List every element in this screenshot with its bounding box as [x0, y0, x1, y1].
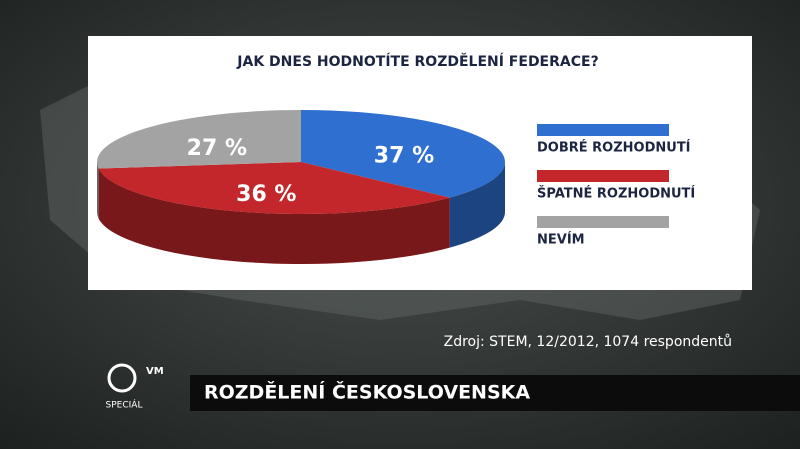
- slice-side: [449, 162, 505, 248]
- legend: DOBRÉ ROZHODNUTÍ ŠPATNÉ ROZHODNUTÍ NEVÍM: [537, 124, 695, 248]
- slice: [97, 110, 301, 169]
- banner-title: ROZDĚLENÍ ČESKOSLOVENSKA: [204, 380, 530, 404]
- slice-label: 36 %: [236, 182, 296, 207]
- logo-top: VM: [146, 366, 164, 377]
- legend-label: NEVÍM: [537, 232, 585, 248]
- pie: 37 % 36 % 27 %: [97, 109, 506, 264]
- slice-label: 37 %: [374, 144, 434, 169]
- legend-label: DOBRÉ ROZHODNUTÍ: [537, 140, 691, 156]
- source: Zdroj: STEM, 12/2012, 1074 respondentů: [444, 334, 732, 350]
- legend-swatch: [537, 124, 669, 136]
- slice-side: [98, 168, 450, 264]
- legend-swatch: [537, 216, 669, 228]
- chart-title: JAK DNES HODNOTÍTE ROZDĚLENÍ FEDERACE?: [236, 53, 598, 70]
- legend-swatch: [537, 170, 669, 182]
- slice-label: 27 %: [187, 136, 247, 161]
- logo-ring: [107, 363, 137, 393]
- slice-side-shade: [98, 168, 450, 264]
- slice: [301, 109, 506, 198]
- legend-label: ŠPATNÉ ROZHODNUTÍ: [537, 186, 695, 202]
- logo-bottom: SPECIÁL: [106, 399, 143, 411]
- banner-bar: [190, 375, 800, 411]
- slice-side-shade: [449, 162, 505, 248]
- slice: [98, 162, 450, 215]
- slice-side-shade: [97, 162, 99, 219]
- slice-side: [97, 162, 99, 219]
